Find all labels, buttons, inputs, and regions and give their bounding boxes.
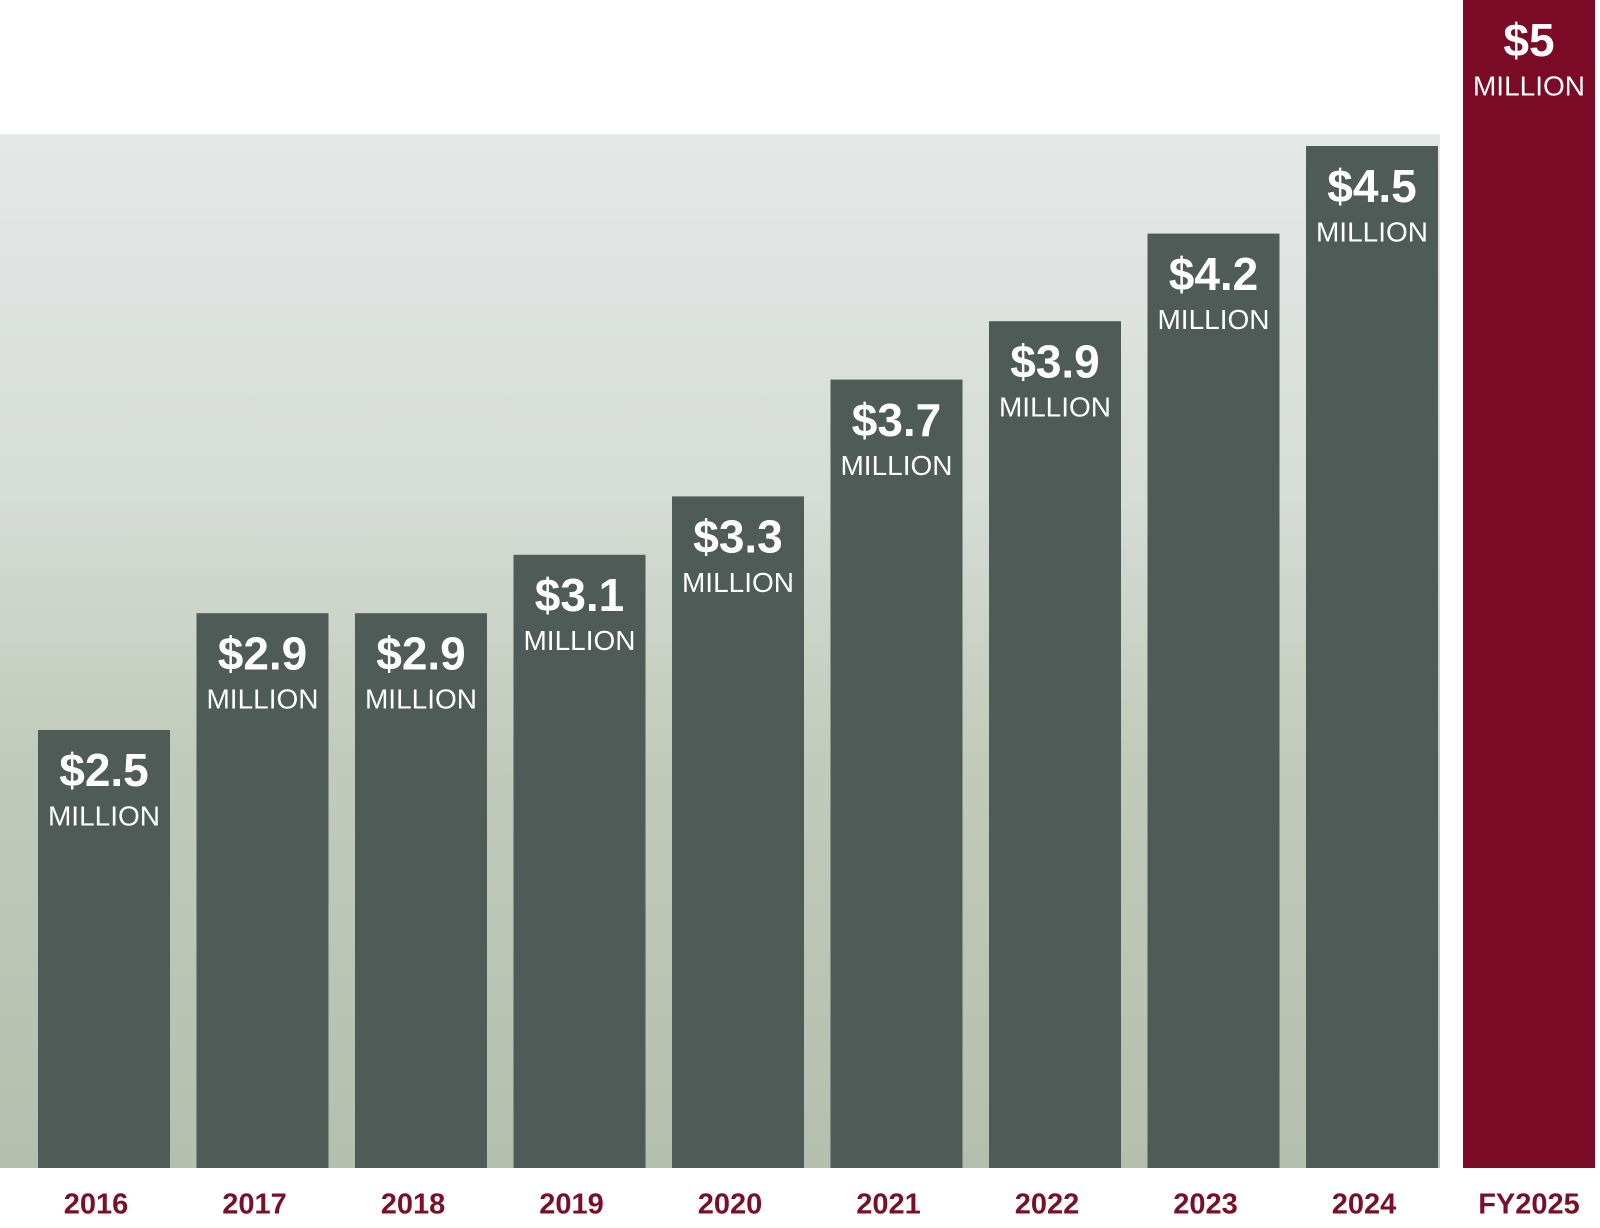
x-tick-label: 2024 [1332,1189,1397,1221]
unit-label: MILLION [682,567,794,598]
bar [513,554,646,1168]
value-label: $3.1 [535,569,625,621]
x-tick-label: FY2025 [1478,1189,1580,1221]
unit-label: MILLION [365,684,477,715]
bar [830,379,963,1169]
bar [989,321,1121,1168]
x-tick-label: 2017 [222,1189,287,1221]
x-tick-label: 2018 [381,1189,446,1221]
bar [355,613,487,1168]
value-label: $4.2 [1169,248,1259,300]
unit-label: MILLION [1316,216,1428,247]
value-label: $2.5 [59,744,149,796]
value-label: $3.7 [852,394,942,446]
value-label: $3.9 [1010,335,1100,387]
bar [1147,233,1280,1169]
unit-label: MILLION [840,450,952,481]
x-tick-label: 2023 [1173,1189,1238,1221]
unit-label: MILLION [1157,304,1269,335]
x-tick-label: 2016 [64,1189,129,1221]
bar [38,730,170,1168]
bar [1463,0,1595,1168]
x-tick-label: 2019 [539,1189,604,1221]
unit-label: MILLION [1473,70,1585,101]
bar [672,496,804,1168]
x-tick-label: 2022 [1015,1189,1080,1221]
value-label: $3.3 [693,511,783,563]
x-tick-label: 2021 [856,1189,921,1221]
value-label: $4.5 [1327,160,1417,212]
unit-label: MILLION [999,392,1111,423]
unit-label: MILLION [48,800,160,831]
x-tick-label: 2020 [698,1189,763,1221]
bar [1306,146,1438,1168]
value-label: $5 [1503,14,1554,66]
bar [196,613,329,1168]
unit-label: MILLION [523,625,635,656]
unit-label: MILLION [206,684,318,715]
value-label: $2.9 [218,627,308,679]
value-label: $2.9 [376,627,466,679]
